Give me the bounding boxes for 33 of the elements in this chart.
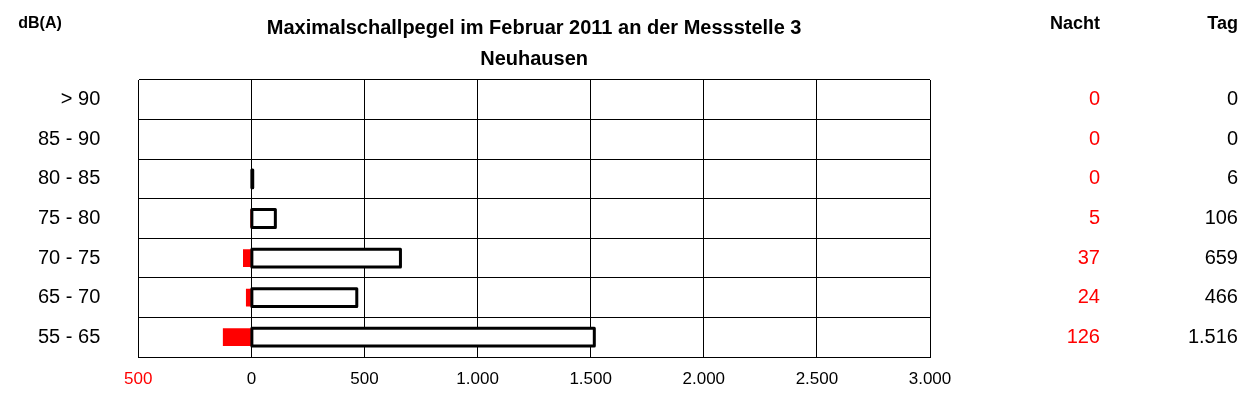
data-label: 0 [1088,166,1100,189]
data-label: 0 [1088,87,1100,110]
data-label: 5 [1088,206,1100,229]
data-label: 37 [1077,245,1100,268]
y-tick-label: > 90 [60,87,101,110]
data-label: 126 [1066,324,1100,347]
y-tick-label: 55 - 65 [38,324,101,347]
data-label: 0 [1088,126,1100,149]
y-tick-label: 80 - 85 [38,166,101,189]
data-label: 1.516 [1187,324,1238,347]
data-label: 0 [1226,126,1238,149]
x-tick-label: 500 [124,368,153,388]
data-label: 0 [1226,87,1238,110]
text: Tag [1207,12,1238,33]
x-tick-label: 0 [246,368,257,388]
data-label: 24 [1077,285,1100,308]
x-tick-label: 3.000 [908,368,952,388]
data-label: 466 [1204,285,1238,308]
x-tick-label: 500 [350,368,379,388]
y-tick-label: 85 - 90 [38,126,101,149]
data-label: 106 [1204,206,1238,229]
data-label: 6 [1226,166,1238,189]
text: Nacht [1049,12,1100,33]
y-tick-label: 70 - 75 [38,245,101,268]
data-label: 659 [1204,245,1238,268]
y-tick-label: 75 - 80 [38,206,101,229]
x-tick-label: 2.500 [795,368,839,388]
x-tick-label: 1.500 [569,368,612,388]
y-tick-label: 65 - 70 [38,285,101,308]
chart-title: Maximalschallpegel im Februar 2011 an der Messstelle 3 Neuhausen [266,15,802,69]
x-tick-label: 2.000 [682,368,726,388]
x-tick-label: 1.000 [456,368,499,388]
y-axis-title: dB(A) [18,14,62,32]
